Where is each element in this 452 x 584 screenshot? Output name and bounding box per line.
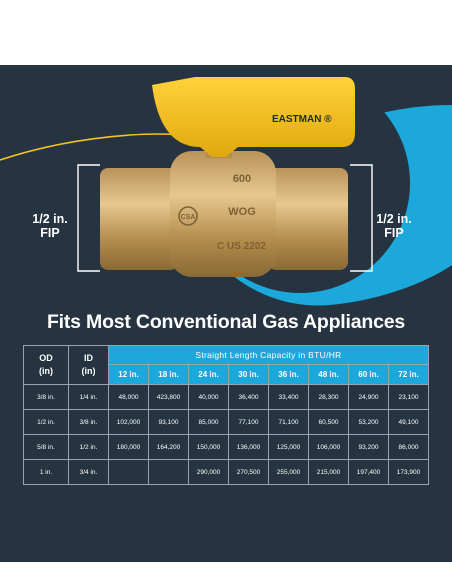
left-fip-type: FIP [40, 226, 60, 240]
length-header: 60 in. [348, 364, 389, 385]
value-cell: 106,000 [308, 434, 349, 460]
value-cell: 71,100 [268, 409, 309, 435]
length-header: 48 in. [308, 364, 349, 385]
left-bracket [77, 164, 100, 272]
value-cell: 53,200 [348, 409, 389, 435]
casting-600: 600 [233, 173, 251, 185]
left-fip-size: 1/2 in. [32, 212, 68, 226]
valve-illustration: EASTMAN ® CSA 600 WOG C US 2202 [77, 77, 373, 277]
csa-mark [178, 206, 198, 226]
value-cell: 24,900 [348, 384, 389, 410]
right-fip-size: 1/2 in. [376, 212, 412, 226]
value-cell: 164,200 [148, 434, 189, 460]
table-row: 1/2 in. 3/8 in. 102,000 93,100 85,000 77… [23, 409, 429, 435]
value-cell: 102,000 [108, 409, 149, 435]
csa-text: CSA [181, 214, 196, 221]
table-row: 5/8 in. 1/2 in. 180,000 164,200 150,000 … [23, 434, 429, 460]
value-cell: 86,000 [388, 434, 429, 460]
value-cell: 93,200 [348, 434, 389, 460]
id-header-line2: (in) [81, 366, 96, 376]
left-hex-nut [100, 168, 178, 270]
value-cell: 180,000 [108, 434, 149, 460]
length-header: 18 in. [148, 364, 189, 385]
length-header: 30 in. [228, 364, 269, 385]
handle-brand: EASTMAN ® [272, 114, 332, 125]
casting-cus: C US 2202 [217, 241, 266, 252]
id-cell: 1/4 in. [68, 384, 109, 410]
left-fip-label: 1/2 in. FIP [18, 212, 82, 240]
od-cell: 5/8 in. [23, 434, 69, 460]
background-panel: EASTMAN ® CSA 600 WOG C US 2202 1/2 in. … [0, 65, 452, 562]
value-cell: 270,500 [228, 459, 269, 485]
value-cell: 85,000 [188, 409, 229, 435]
table-row: 1 in. 3/4 in. 290,000 270,500 255,000 21… [23, 459, 429, 485]
od-header: OD (in) [23, 345, 69, 385]
right-fip-label: 1/2 in. FIP [362, 212, 426, 240]
value-cell: 48,000 [108, 384, 149, 410]
od-cell: 1/2 in. [23, 409, 69, 435]
od-header-line2: (in) [39, 366, 53, 376]
value-cell: 197,400 [348, 459, 389, 485]
value-cell: 173,900 [388, 459, 429, 485]
capacity-table: OD (in) ID (in) Straight Length Capacity… [23, 345, 429, 485]
id-header-line1: ID [84, 353, 93, 363]
right-bracket [350, 164, 373, 272]
value-cell: 23,100 [388, 384, 429, 410]
id-header: ID (in) [68, 345, 109, 385]
valve-handle [152, 77, 355, 157]
value-cell: 77,100 [228, 409, 269, 435]
value-cell: 93,100 [148, 409, 189, 435]
value-cell: 36,400 [228, 384, 269, 410]
value-cell: 136,000 [228, 434, 269, 460]
right-fip-type: FIP [384, 226, 404, 240]
center-body [170, 151, 276, 277]
value-cell: 125,000 [268, 434, 309, 460]
casting-wog: WOG [228, 206, 256, 218]
value-cell: 215,000 [308, 459, 349, 485]
id-cell: 3/4 in. [68, 459, 109, 485]
value-cell: 49,100 [388, 409, 429, 435]
length-header: 72 in. [388, 364, 429, 385]
id-cell: 1/2 in. [68, 434, 109, 460]
table-row: 3/8 in. 1/4 in. 48,000 423,800 40,000 36… [23, 384, 429, 410]
value-cell: 28,300 [308, 384, 349, 410]
od-cell: 3/8 in. [23, 384, 69, 410]
value-cell: 33,400 [268, 384, 309, 410]
length-header: 36 in. [268, 364, 309, 385]
value-cell: 423,800 [148, 384, 189, 410]
od-header-line1: OD [39, 353, 53, 363]
value-cell: 290,000 [188, 459, 229, 485]
length-header: 24 in. [188, 364, 229, 385]
id-cell: 3/8 in. [68, 409, 109, 435]
value-cell: 255,000 [268, 459, 309, 485]
value-cell: 40,000 [188, 384, 229, 410]
length-header: 12 in. [108, 364, 149, 385]
value-cell [148, 459, 189, 485]
value-cell [108, 459, 149, 485]
value-cell: 150,000 [188, 434, 229, 460]
headline: Fits Most Conventional Gas Appliances [46, 311, 406, 333]
value-cell: 60,500 [308, 409, 349, 435]
capacity-span-header: Straight Length Capacity in BTU/HR [108, 345, 429, 365]
right-hex-nut [268, 168, 348, 270]
od-cell: 1 in. [23, 459, 69, 485]
